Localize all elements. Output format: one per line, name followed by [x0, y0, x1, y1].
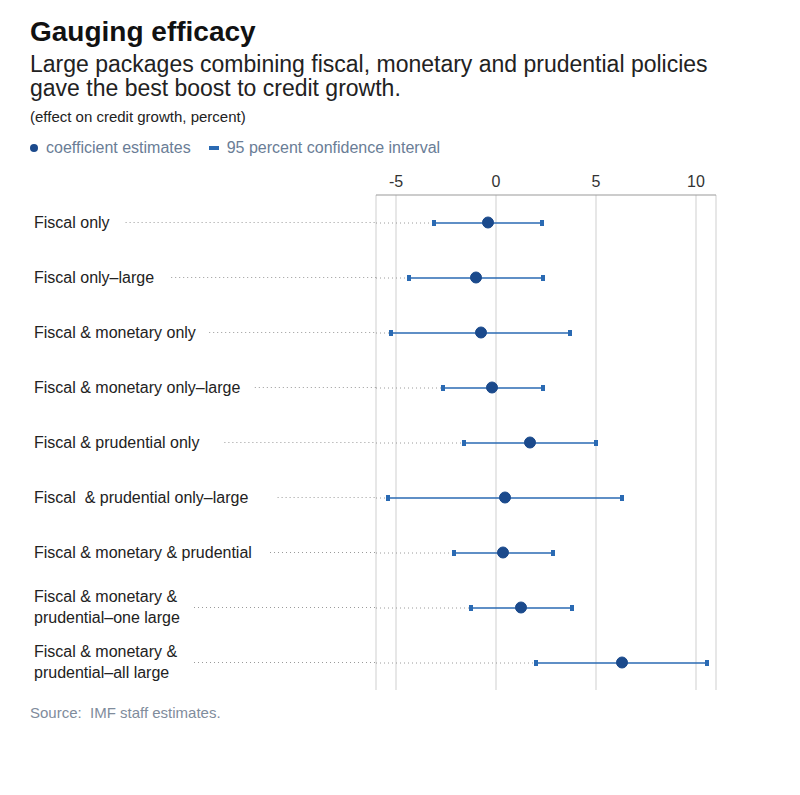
html-text:Large packages combining fisca: Large packages combining fiscal, monetar…	[30, 51, 708, 101]
svg-text:5: 5	[592, 173, 601, 190]
svg-text:Fiscal & monetary only: Fiscal & monetary only	[34, 324, 196, 341]
html-text:Gauging efficacy: Gauging efficacy	[30, 16, 256, 47]
html-text:95 percent confidence interval: 95 percent confidence interval	[226, 139, 441, 156]
svg-text:Fiscal & prudential only: Fiscal & prudential only	[34, 434, 199, 451]
svg-text:prudential–one large: prudential–one large	[34, 609, 180, 626]
svg-text:-5: -5	[389, 173, 403, 190]
svg-text:Fiscal & prudential only–larg: Fiscal & prudential only–large	[34, 489, 248, 506]
svg-text:Fiscal & monetary only–large: Fiscal & monetary only–large	[34, 379, 240, 396]
svg-text:Fiscal only: Fiscal only	[34, 214, 110, 231]
html-text:coefficient estimates: coefficient estimates	[46, 139, 191, 156]
html-text:(effect on credit growth, perc: (effect on credit growth, percent)	[30, 108, 246, 125]
svg-text:10: 10	[687, 173, 705, 190]
svg-text:Fiscal only–large: Fiscal only–large	[34, 269, 154, 286]
svg-text:Fiscal & monetary & prudential: Fiscal & monetary & prudential	[34, 544, 252, 561]
html-text:Source: IMF staff estimates.: Source: IMF staff estimates.	[30, 704, 221, 721]
svg-text:prudential–all large: prudential–all large	[34, 664, 169, 681]
svg-text:0: 0	[492, 173, 501, 190]
svg-text:Fiscal & monetary &: Fiscal & monetary &	[34, 588, 177, 605]
svg-text:Fiscal & monetary &: Fiscal & monetary &	[34, 643, 177, 660]
